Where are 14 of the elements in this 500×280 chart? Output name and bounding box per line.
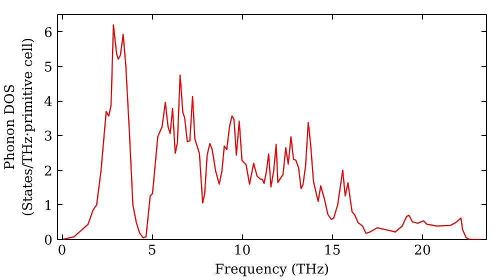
y-tick-label: 3 [44,130,53,145]
x-axis-title: Frequency (THz) [214,262,330,278]
x-tick-label: 10 [234,244,251,258]
y-tick-label: 1 [44,198,53,214]
y-tick-label: 6 [44,26,53,41]
y-tick-label: 0 [44,234,53,248]
x-tick-label: 0 [58,244,66,258]
x-tick-label: 20 [414,244,431,258]
x-tick-label: 5 [148,244,156,258]
y-tick-label: 4 [44,95,53,110]
y-axis-title: Phonon DOS (States/THz·primitive cell) [3,38,36,216]
y-tick-label: 2 [44,164,53,180]
y-tick-label: 5 [44,60,53,76]
x-tick-label: 15 [324,244,341,258]
